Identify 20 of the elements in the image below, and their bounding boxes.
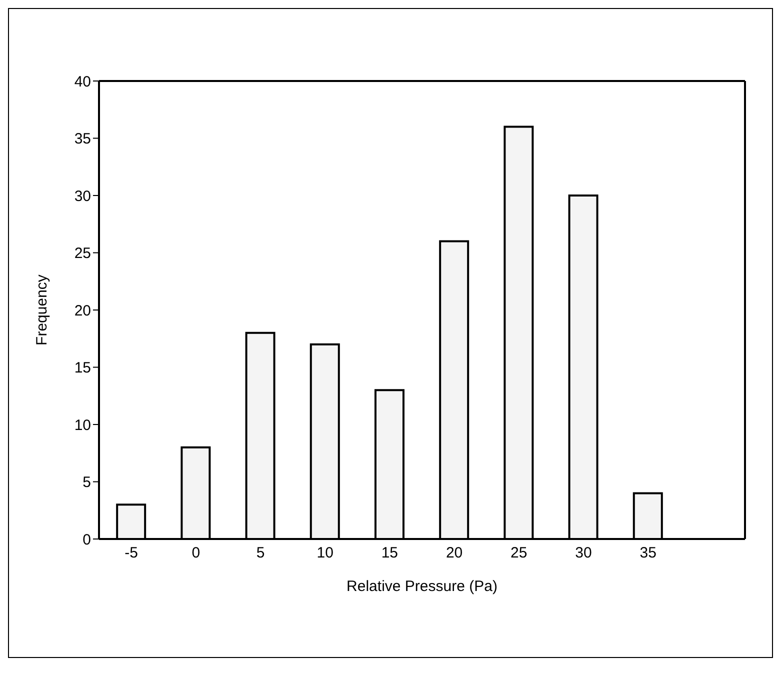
y-axis-title: Frequency xyxy=(33,274,50,346)
y-tick-label: 5 xyxy=(82,474,91,492)
y-tick-label: 30 xyxy=(74,188,91,205)
y-tick-label: 25 xyxy=(74,245,91,262)
y-tick-label: 40 xyxy=(74,73,91,90)
y-tick-label: 35 xyxy=(74,130,91,148)
x-tick-label: 30 xyxy=(575,544,592,562)
x-tick-label: 15 xyxy=(381,544,398,562)
x-tick-label: 5 xyxy=(256,544,265,562)
y-tick-label: 20 xyxy=(74,302,91,320)
x-tick-label: -5 xyxy=(124,544,138,562)
x-tick-label: 35 xyxy=(640,544,656,562)
x-axis-title: Relative Pressure (Pa) xyxy=(346,578,498,595)
y-tick-label: 0 xyxy=(82,531,91,548)
x-tick-label: 0 xyxy=(192,544,200,562)
x-tick-label: 20 xyxy=(446,544,463,562)
y-tick-label: 15 xyxy=(74,360,91,377)
x-tick-label: 10 xyxy=(316,544,334,562)
x-tick-label: 25 xyxy=(510,544,528,562)
y-tick-label: 10 xyxy=(74,416,91,434)
